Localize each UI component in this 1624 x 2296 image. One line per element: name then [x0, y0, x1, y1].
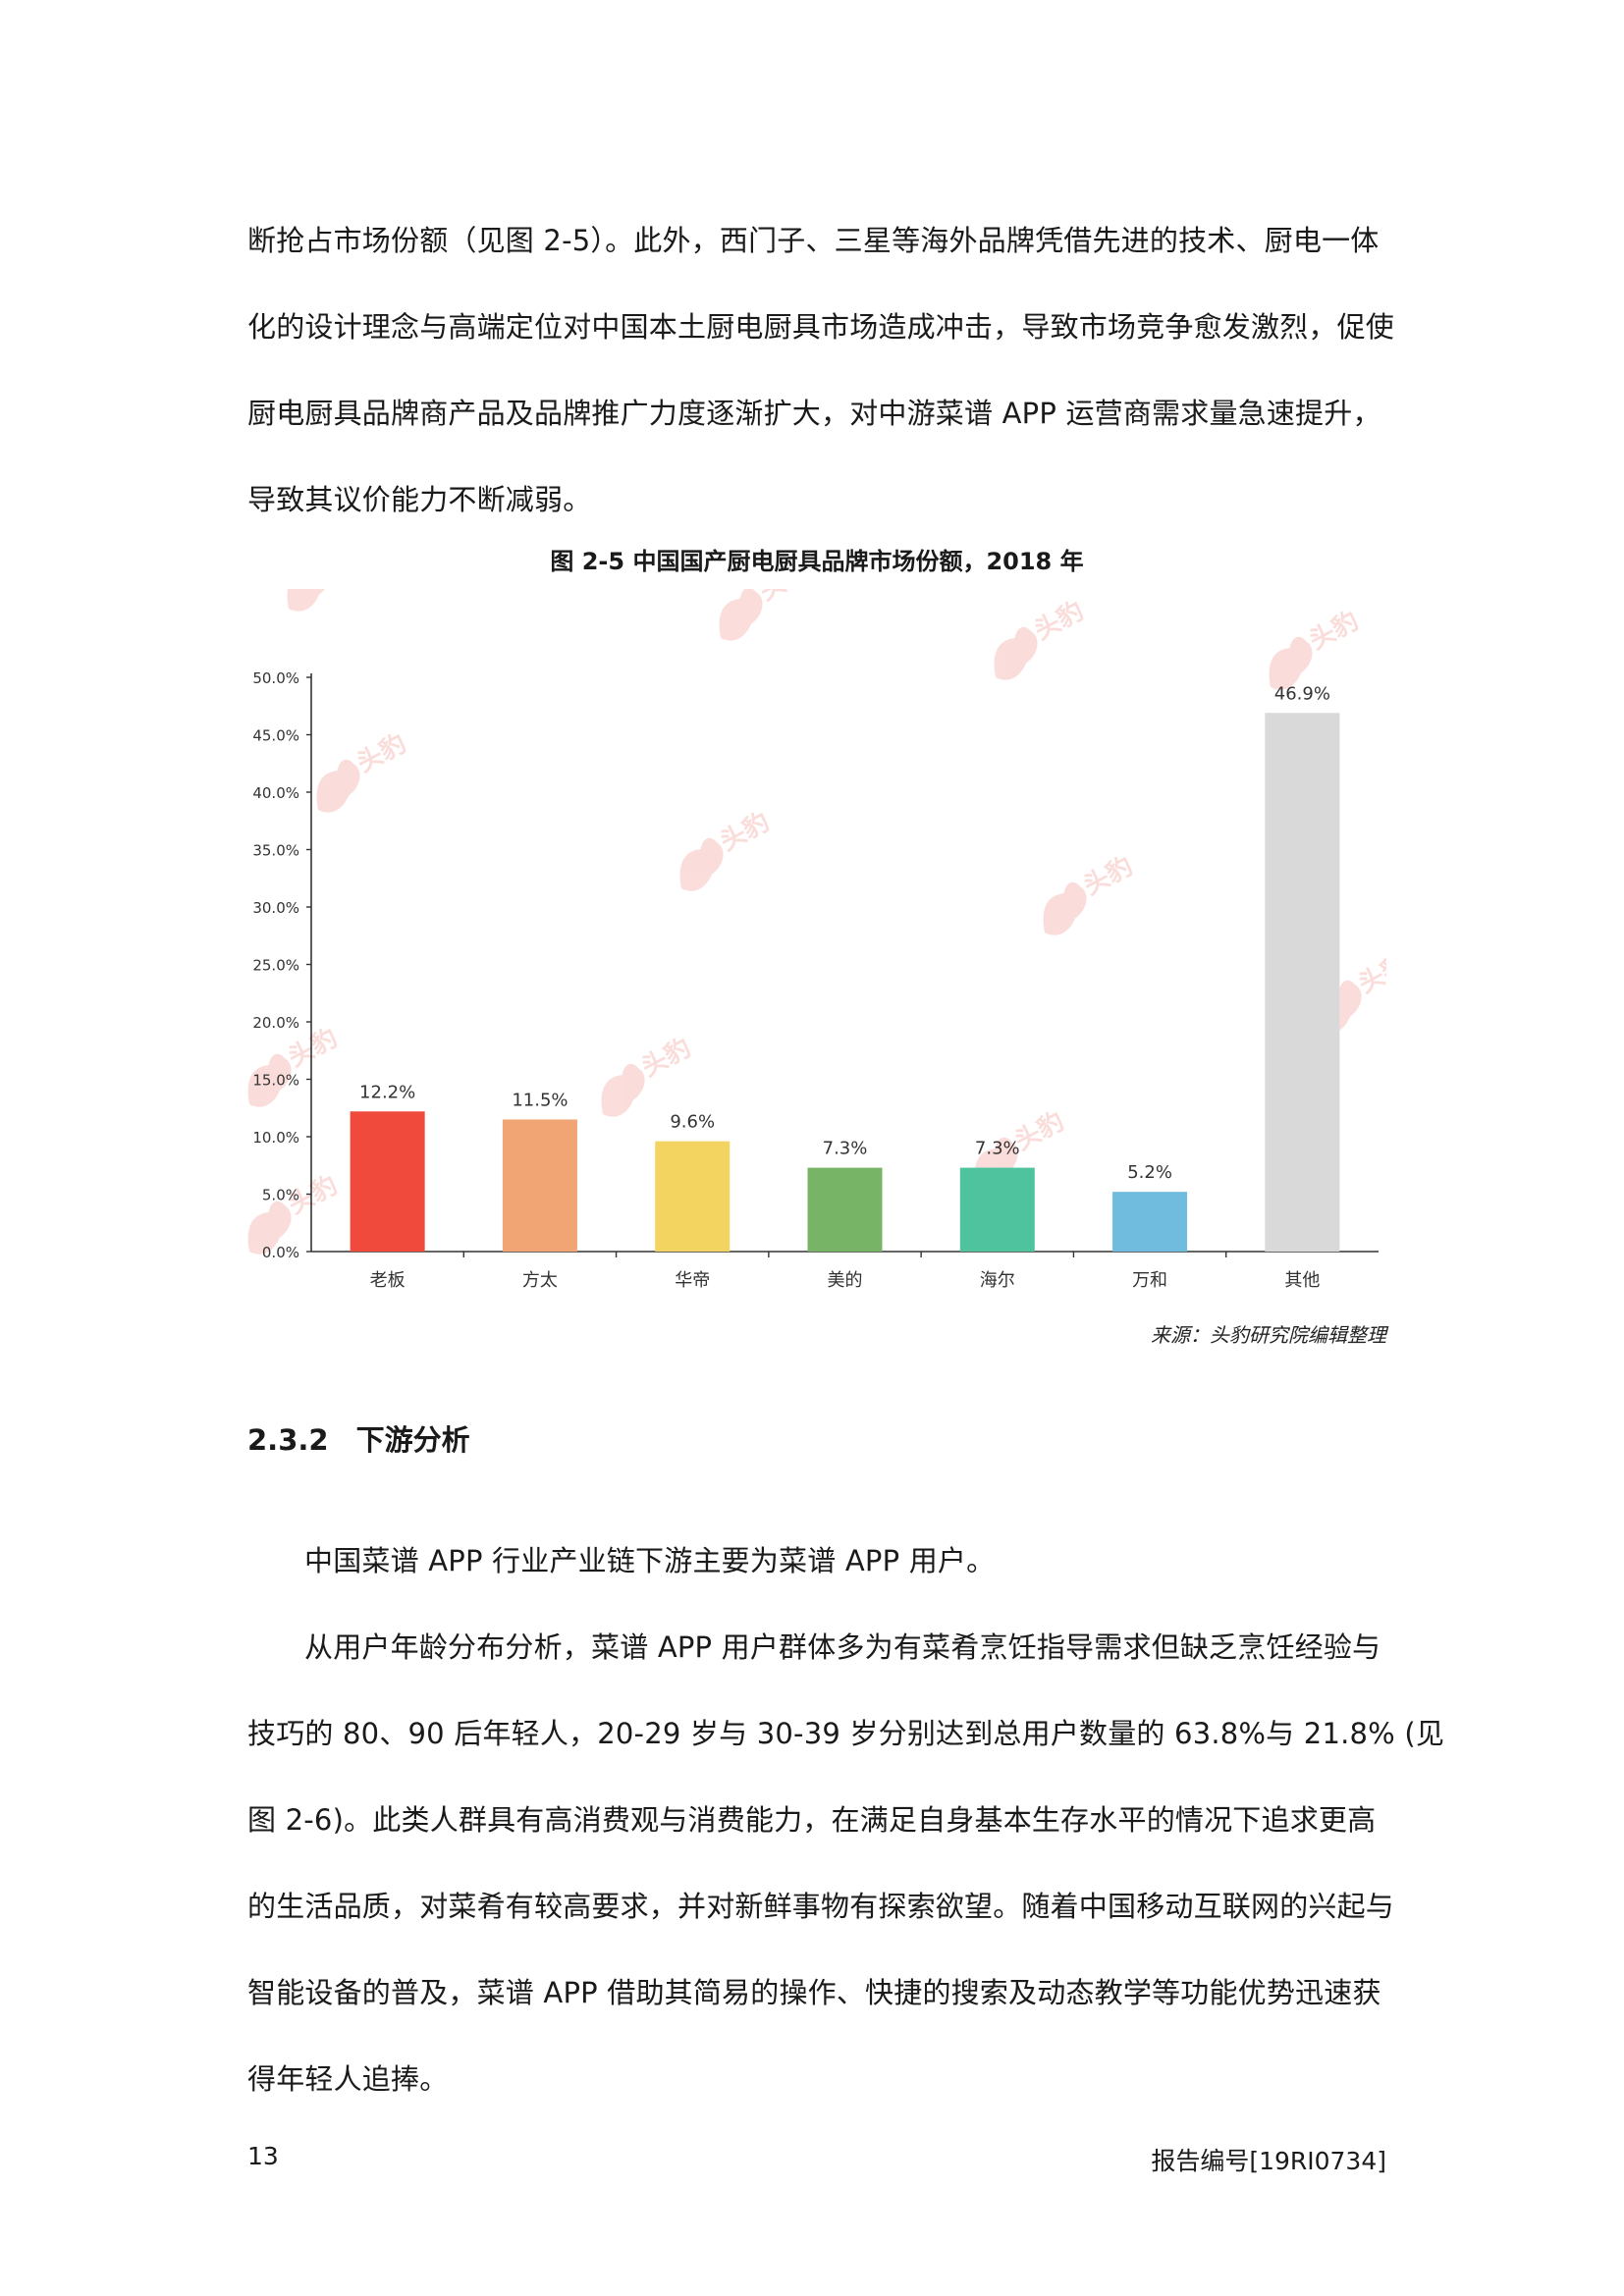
y-tick-label: 15.0% — [252, 1072, 299, 1090]
y-tick-label: 50.0% — [252, 669, 299, 687]
x-tick-label: 老板 — [370, 1270, 406, 1291]
text-line: 智能设备的普及，菜谱 APP 借助其简易的操作、快捷的搜索及动态教学等功能优势迅… — [247, 1976, 1381, 2009]
chart-bars — [350, 713, 1340, 1252]
watermark-text: 头豹 — [754, 589, 813, 607]
watermark: 头豹 — [247, 1023, 343, 1107]
watermark: 头豹 — [1043, 851, 1138, 935]
y-tick-label: 30.0% — [252, 899, 299, 917]
y-tick-label: 35.0% — [252, 842, 299, 860]
watermark: 头豹 — [719, 589, 814, 641]
text-line: 图 2-6)。此类人群具有高消费观与消费能力，在满足自身基本生存水平的情况下追求… — [247, 1803, 1377, 1837]
watermark-text: 头豹 — [1078, 851, 1137, 902]
bar — [655, 1141, 731, 1252]
x-tick-label: 万和 — [1132, 1270, 1167, 1291]
y-tick-label: 0.0% — [262, 1244, 299, 1261]
data-label: 7.3% — [975, 1139, 1020, 1159]
bar — [807, 1167, 883, 1252]
body-paragraphs: 中国菜谱 APP 行业产业链下游主要为菜谱 APP 用户。从用户年龄分布分析，菜… — [247, 1518, 1445, 2122]
leopard-logo-icon — [994, 626, 1038, 680]
section-heading: 2.3.2 下游分析 — [247, 1417, 470, 1459]
x-tick-label: 其他 — [1284, 1270, 1320, 1291]
y-tick-label: 5.0% — [262, 1187, 299, 1204]
watermark: 头豹 — [994, 596, 1089, 680]
leopard-logo-icon — [679, 837, 724, 891]
page-number: 13 — [247, 2142, 279, 2170]
y-tick-label: 10.0% — [252, 1129, 299, 1147]
x-tick-label: 海尔 — [980, 1270, 1015, 1291]
y-tick-label: 40.0% — [252, 784, 299, 802]
report-code: 报告编号[19RI0734] — [1151, 2147, 1386, 2175]
text-line: 的生活品质，对菜肴有较高要求，并对新鲜事物有探索欲望。随着中国移动互联网的兴起与 — [247, 1890, 1395, 1923]
text-line: 中国菜谱 APP 行业产业链下游主要为菜谱 APP 用户。 — [304, 1544, 996, 1577]
bar — [959, 1167, 1035, 1252]
watermark: 头豹 — [316, 728, 411, 813]
text-line: 技巧的 80、90 后年轻人，20-29 岁与 30-39 岁分别达到总用户数量… — [247, 1717, 1445, 1750]
leopard-logo-icon — [247, 1201, 292, 1255]
leopard-logo-icon — [247, 1053, 292, 1107]
data-label: 11.5% — [512, 1090, 568, 1110]
section-number: 2.3.2 — [247, 1423, 329, 1457]
y-tick-label: 45.0% — [252, 727, 299, 745]
watermark-text: 头豹 — [636, 1033, 695, 1084]
intro-paragraph: 断抢占市场份额（见图 2-5）。此外，西门子、三星等海外品牌凭借先进的技术、厨电… — [247, 197, 1395, 543]
leopard-logo-icon — [1269, 636, 1313, 690]
watermark: 头豹 — [679, 807, 775, 891]
text-line: 厨电厨具品牌商产品及品牌推广力度逐渐扩大，对中游菜谱 APP 运营商需求量急速提… — [247, 397, 1381, 430]
watermark-text: 头豹 — [1029, 596, 1088, 647]
leopard-logo-icon — [1043, 881, 1087, 935]
text-line: 从用户年龄分布分析，菜谱 APP 用户群体多为有菜肴烹饪指导需求但缺乏烹饪经验与 — [304, 1630, 1381, 1664]
bar-chart: 头豹头豹头豹头豹头豹头豹头豹头豹头豹头豹头豹头豹头豹 0.0%5.0%10.0%… — [247, 589, 1386, 1306]
data-label: 12.2% — [359, 1082, 415, 1102]
data-label: 7.3% — [823, 1139, 868, 1159]
text-line: 化的设计理念与高端定位对中国本土厨电厨具市场造成冲击，导致市场竞争愈发激烈，促使 — [247, 310, 1395, 344]
text-line: 断抢占市场份额（见图 2-5）。此外，西门子、三星等海外品牌凭借先进的技术、厨电… — [247, 224, 1380, 257]
y-tick-label: 20.0% — [252, 1014, 299, 1032]
watermark: 头豹 — [601, 1033, 696, 1117]
figure-source: 来源：头豹研究院编辑整理 — [1151, 1323, 1386, 1347]
watermark: 头豹 — [1269, 606, 1364, 690]
leopard-logo-icon — [719, 589, 763, 641]
watermark: 头豹 — [287, 589, 331, 612]
data-label: 9.6% — [670, 1112, 715, 1133]
section-title: 下游分析 — [355, 1423, 470, 1457]
x-tick-label: 华帝 — [675, 1270, 710, 1291]
leopard-logo-icon — [287, 589, 331, 612]
bar — [1112, 1192, 1188, 1252]
bar-chart-svg: 头豹头豹头豹头豹头豹头豹头豹头豹头豹头豹头豹头豹头豹 0.0%5.0%10.0%… — [247, 589, 1386, 1291]
bar — [1265, 713, 1340, 1252]
bar — [350, 1111, 425, 1252]
watermark-text: 头豹 — [715, 807, 774, 858]
data-label: 46.9% — [1274, 683, 1330, 704]
leopard-logo-icon — [601, 1063, 645, 1117]
text-line: 得年轻人追捧。 — [247, 2062, 449, 2096]
y-tick-label: 25.0% — [252, 957, 299, 975]
figure-caption: 图 2-5 中国国产厨电厨具品牌市场份额，2018 年 — [550, 548, 1084, 575]
data-label: 5.2% — [1127, 1162, 1172, 1183]
x-tick-label: 美的 — [828, 1270, 863, 1291]
watermark-text: 头豹 — [1304, 606, 1363, 657]
text-line: 导致其议价能力不断减弱。 — [247, 483, 592, 516]
watermark-text: 头豹 — [352, 728, 410, 779]
x-tick-label: 方太 — [522, 1270, 558, 1291]
chart-labels: 12.2% 老板 11.5% 方太 9.6% 华帝 7.3% 美的 7.3% 海尔 5.2% 万和 46… — [359, 683, 1330, 1291]
bar — [502, 1119, 577, 1252]
leopard-logo-icon — [316, 759, 360, 813]
